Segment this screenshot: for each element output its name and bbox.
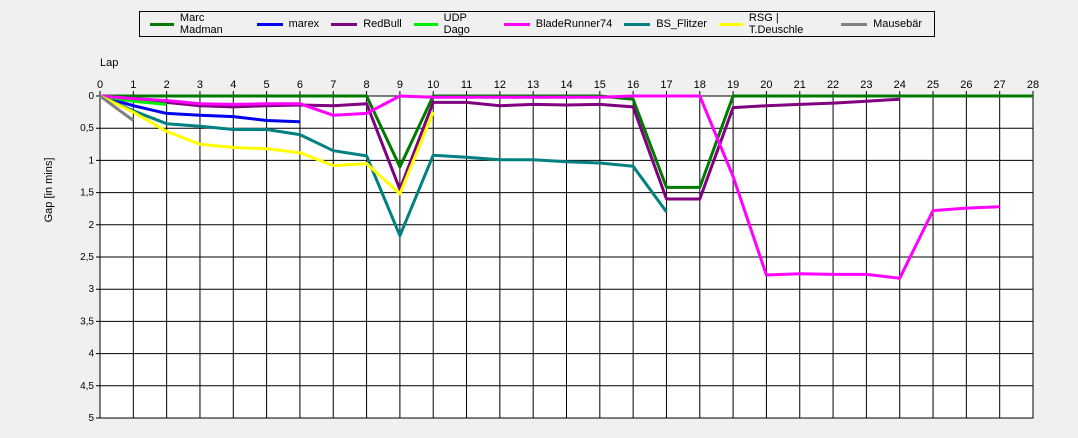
series-line-4 xyxy=(99,94,1000,280)
x-tick-label: 0 xyxy=(97,79,103,91)
x-tick-labels: 0 1 2 3 4 5 6 7 8 9 10 11 12 13 14 15 16 17 18 19 20 21 22 23 24… xyxy=(97,79,1039,91)
legend: Marc Madman marex RedBull UDP Dago BladeRunn… xyxy=(139,11,935,37)
x-tick-label: 17 xyxy=(660,79,672,91)
y-tick-label: 1 xyxy=(88,155,94,166)
legend-label: RSG | T.Deuschle xyxy=(748,12,804,36)
series-lines xyxy=(99,94,1033,280)
legend-item: Marc Madman xyxy=(150,12,245,36)
legend-label: marex xyxy=(288,18,320,30)
y-tick-label: 4 xyxy=(88,349,94,360)
x-tick-label: 20 xyxy=(760,79,772,91)
x-tick-label: 21 xyxy=(794,79,806,91)
legend-item: RSG | T.Deuschle xyxy=(718,12,829,36)
legend-item: BS_Flitzer xyxy=(624,18,707,30)
x-tick-label: 9 xyxy=(397,79,403,91)
y-tick-label: 3,5 xyxy=(80,316,94,327)
legend-label: BladeRunner74 xyxy=(535,18,613,30)
x-tick-label: 25 xyxy=(927,79,939,91)
legend-swatch xyxy=(150,22,174,26)
y-tick-label: 0 xyxy=(88,91,94,102)
x-tick-label: 2 xyxy=(164,79,170,91)
legend-swatch xyxy=(256,22,283,26)
y-tick-label: 3 xyxy=(88,284,94,295)
x-tick-label: 19 xyxy=(727,79,739,91)
grid xyxy=(96,91,1034,419)
y-tick-label: 4,5 xyxy=(80,381,94,392)
legend-swatch xyxy=(331,22,358,26)
legend-swatch xyxy=(503,22,530,26)
x-tick-label: 26 xyxy=(960,79,972,91)
legend-label: BS_Flitzer xyxy=(656,18,707,30)
x-tick-label: 14 xyxy=(560,79,572,91)
x-tick-label: 5 xyxy=(264,79,270,91)
legend-swatch xyxy=(624,22,651,26)
legend-item: RedBull xyxy=(331,18,402,30)
series-line-5 xyxy=(99,94,668,238)
legend-item: Mausebär xyxy=(841,18,922,30)
series-line-6 xyxy=(99,94,435,196)
legend-label: Mausebär xyxy=(873,18,922,30)
x-tick-label: 12 xyxy=(494,79,506,91)
legend-label: Marc Madman xyxy=(179,12,223,36)
y-tick-label: 1,5 xyxy=(80,188,94,199)
legend-swatch xyxy=(718,22,743,26)
legend-label: UDP Dago xyxy=(443,12,470,36)
x-tick-label: 16 xyxy=(627,79,639,91)
x-tick-label: 28 xyxy=(1027,79,1039,91)
x-tick-label: 24 xyxy=(894,79,906,91)
x-tick-label: 27 xyxy=(994,79,1006,91)
x-tick-label: 3 xyxy=(197,79,203,91)
y-tick-label: 2,5 xyxy=(80,252,94,263)
y-tick-label: 5 xyxy=(88,413,94,424)
x-tick-label: 10 xyxy=(427,79,439,91)
legend-label: RedBull xyxy=(363,18,402,30)
x-tick-label: 6 xyxy=(297,79,303,91)
y-tick-label: 2 xyxy=(88,220,94,231)
legend-item: marex xyxy=(256,18,320,30)
x-tick-label: 18 xyxy=(694,79,706,91)
x-tick-label: 4 xyxy=(230,79,236,91)
x-tick-label: 15 xyxy=(594,79,606,91)
x-tick-label: 13 xyxy=(527,79,539,91)
legend-swatch xyxy=(413,22,438,26)
y-axis-label: Gap [in mins] xyxy=(43,158,55,223)
x-tick-label: 7 xyxy=(330,79,336,91)
y-tick-labels: 0 0,5 1 1,5 2 2,5 3 3,5 4 4,5 5 xyxy=(80,91,94,424)
series-line-7 xyxy=(99,94,135,122)
x-tick-label: 23 xyxy=(860,79,872,91)
x-tick-label: 22 xyxy=(827,79,839,91)
legend-item: BladeRunner74 xyxy=(503,18,613,30)
y-tick-label: 0,5 xyxy=(80,123,94,134)
legend-swatch xyxy=(841,22,868,26)
series-line-2 xyxy=(99,94,900,201)
legend-item: UDP Dago xyxy=(413,12,492,36)
x-tick-label: 11 xyxy=(461,79,472,91)
series-line-1 xyxy=(99,94,300,124)
x-tick-label: 8 xyxy=(364,79,370,91)
x-tick-label: 1 xyxy=(130,79,136,91)
x-axis-label: Lap xyxy=(100,57,118,69)
